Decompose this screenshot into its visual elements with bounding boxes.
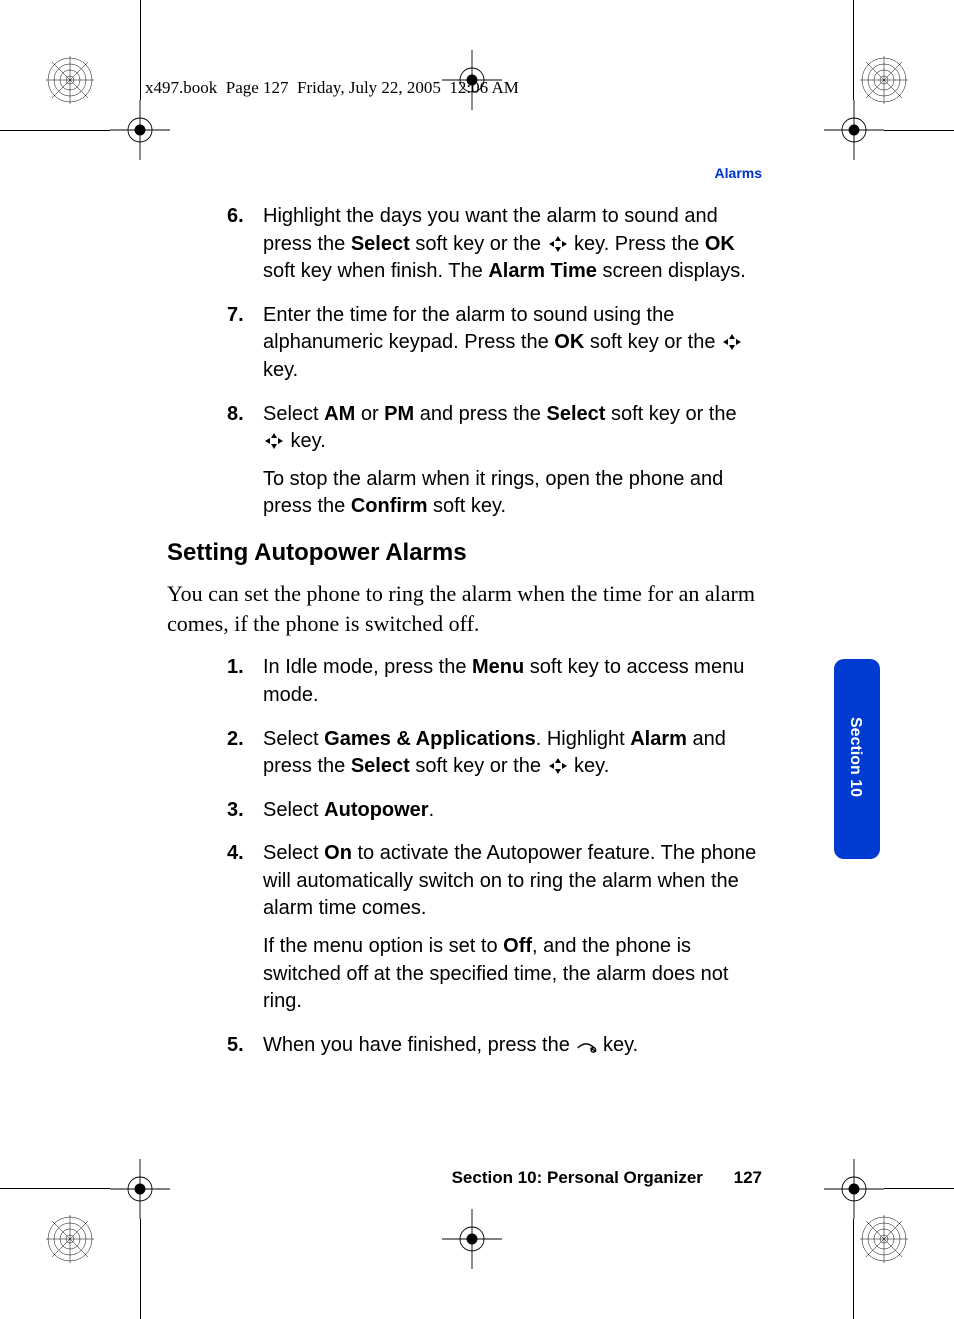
footer-section: Section 10: Personal Organizer <box>452 1168 703 1187</box>
crop-line <box>140 1219 141 1319</box>
anno-pageinfo: Page 127 <box>226 78 289 97</box>
step-number: 1. <box>227 654 244 682</box>
step-8: 8. Select AM or PM and press the Select … <box>227 401 762 521</box>
crosshair-icon <box>110 1159 170 1219</box>
crop-line <box>884 130 954 131</box>
step-number: 8. <box>227 401 244 429</box>
step-4: 4. Select On to activate the Autopower f… <box>227 840 762 1016</box>
anno-date: Friday, July 22, 2005 <box>297 78 441 97</box>
steps-list-a: 6. Highlight the days you want the alarm… <box>227 203 762 521</box>
step-number: 5. <box>227 1032 244 1060</box>
reg-mark-icon <box>860 1215 908 1263</box>
crop-line <box>884 1188 954 1189</box>
step-number: 7. <box>227 302 244 330</box>
crop-line <box>853 1219 854 1319</box>
step-number: 6. <box>227 203 244 231</box>
crosshair-icon <box>824 100 884 160</box>
end-key-icon <box>575 1035 597 1053</box>
crosshair-icon <box>110 100 170 160</box>
crop-line <box>853 0 854 100</box>
step-6: 6. Highlight the days you want the alarm… <box>227 203 762 286</box>
crosshair-icon <box>442 1209 502 1269</box>
step-3: 3. Select Autopower. <box>227 797 762 825</box>
step-subpara: To stop the alarm when it rings, open th… <box>263 466 762 521</box>
nav-key-icon <box>547 234 569 252</box>
nav-key-icon <box>263 431 285 449</box>
step-2: 2. Select Games & Applications. Highligh… <box>227 726 762 781</box>
nav-key-icon <box>721 332 743 350</box>
anno-filename: x497.book <box>145 78 217 97</box>
footer-page-number: 127 <box>734 1168 762 1188</box>
crop-line <box>0 130 110 131</box>
page-content: Alarms 6. Highlight the days you want th… <box>167 165 762 1075</box>
step-number: 4. <box>227 840 244 868</box>
step-number: 3. <box>227 797 244 825</box>
crop-line <box>0 1188 110 1189</box>
section-tab: Section 10 <box>834 659 880 859</box>
running-head: Alarms <box>167 165 762 181</box>
step-7: 7. Enter the time for the alarm to sound… <box>227 302 762 385</box>
anno-time: 12:06 AM <box>449 78 518 97</box>
step-number: 2. <box>227 726 244 754</box>
reg-mark-icon <box>46 1215 94 1263</box>
crop-line <box>140 0 141 100</box>
heading-autopower: Setting Autopower Alarms <box>167 539 762 567</box>
step-subpara: If the menu option is set to Off, and th… <box>263 933 762 1016</box>
section-tab-label: Section 10 <box>846 717 864 797</box>
step-5: 5. When you have finished, press the key… <box>227 1032 762 1060</box>
step-1: 1. In Idle mode, press the Menu soft key… <box>227 654 762 709</box>
nav-key-icon <box>547 756 569 774</box>
crosshair-icon <box>824 1159 884 1219</box>
reg-mark-icon <box>46 56 94 104</box>
page-footer: Section 10: Personal Organizer 127 <box>167 1168 762 1188</box>
source-annotation: x497.book Page 127 Friday, July 22, 2005… <box>145 78 519 98</box>
reg-mark-icon <box>860 56 908 104</box>
manual-page: x497.book Page 127 Friday, July 22, 2005… <box>0 0 954 1319</box>
intro-text: You can set the phone to ring the alarm … <box>167 579 762 638</box>
steps-list-b: 1. In Idle mode, press the Menu soft key… <box>227 654 762 1059</box>
